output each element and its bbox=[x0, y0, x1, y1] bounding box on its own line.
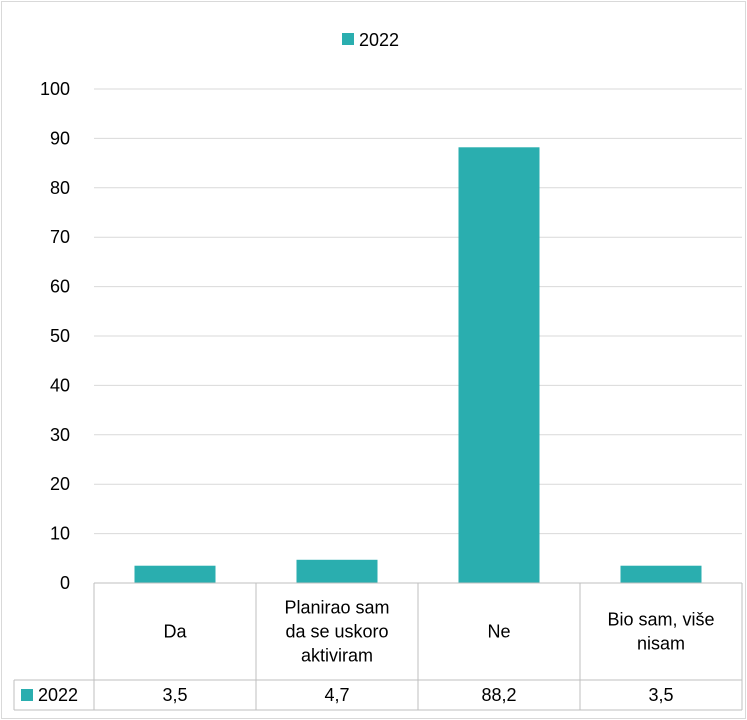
y-tick-label: 50 bbox=[50, 326, 70, 346]
legend: 2022 bbox=[342, 30, 399, 50]
data-value-label: 3,5 bbox=[648, 685, 673, 705]
table-series-label: 2022 bbox=[38, 685, 78, 705]
y-tick-label: 80 bbox=[50, 178, 70, 198]
bars bbox=[134, 147, 702, 584]
category-label: Da bbox=[163, 622, 187, 642]
y-tick-label: 20 bbox=[50, 474, 70, 494]
y-tick-label: 10 bbox=[50, 524, 70, 544]
data-value-label: 88,2 bbox=[481, 685, 516, 705]
y-axis-ticks: 0 10 20 30 40 50 60 70 80 90 100 bbox=[40, 79, 70, 593]
category-label: Planirao sam da se uskoro aktiviram bbox=[284, 598, 389, 666]
y-tick-label: 70 bbox=[50, 227, 70, 247]
bar bbox=[296, 559, 378, 583]
y-tick-label: 30 bbox=[50, 425, 70, 445]
data-table: Da Planirao sam da se uskoro aktiviram Ne Bio… bbox=[13, 582, 743, 711]
bar bbox=[134, 565, 216, 583]
data-value-label: 4,7 bbox=[324, 685, 349, 705]
gridlines bbox=[94, 88, 742, 535]
table-legend-swatch bbox=[21, 689, 33, 701]
legend-label: 2022 bbox=[359, 30, 399, 50]
bar bbox=[620, 565, 702, 583]
legend-swatch bbox=[342, 33, 354, 45]
y-tick-label: 100 bbox=[40, 79, 70, 99]
category-label: Bio sam, više nisam bbox=[607, 610, 714, 654]
data-value-label: 3,5 bbox=[162, 685, 187, 705]
bar bbox=[458, 147, 540, 584]
y-tick-label: 60 bbox=[50, 277, 70, 297]
y-tick-label: 90 bbox=[50, 128, 70, 148]
y-tick-label: 40 bbox=[50, 375, 70, 395]
y-tick-label: 0 bbox=[60, 573, 70, 593]
category-label: Ne bbox=[487, 622, 510, 642]
